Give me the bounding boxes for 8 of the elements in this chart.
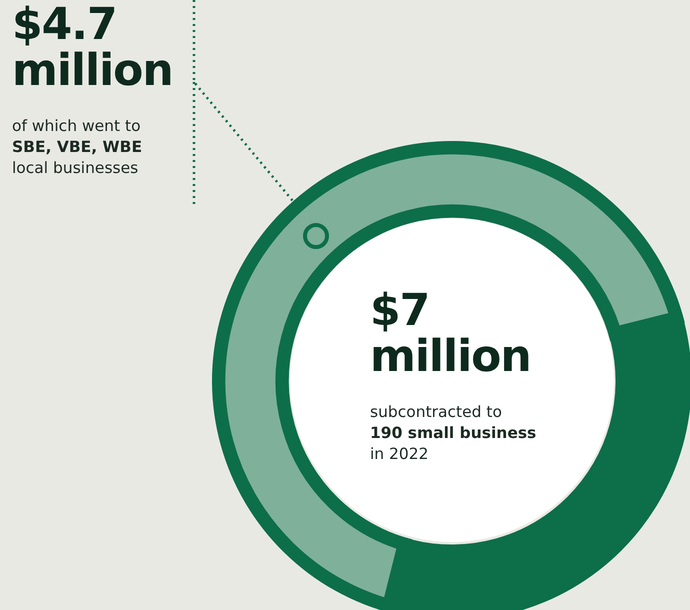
text: local businesses: [12, 158, 140, 179]
text: in 2022: [370, 444, 430, 465]
text: subcontracted to: [370, 402, 503, 423]
text: SBE, VBE, WBE: [12, 137, 144, 158]
data-label: $4.7 million: [12, 0, 174, 96]
text: $7 million: [370, 285, 532, 382]
text: 190 small business: [370, 423, 538, 444]
text: of which went to: [12, 116, 142, 137]
